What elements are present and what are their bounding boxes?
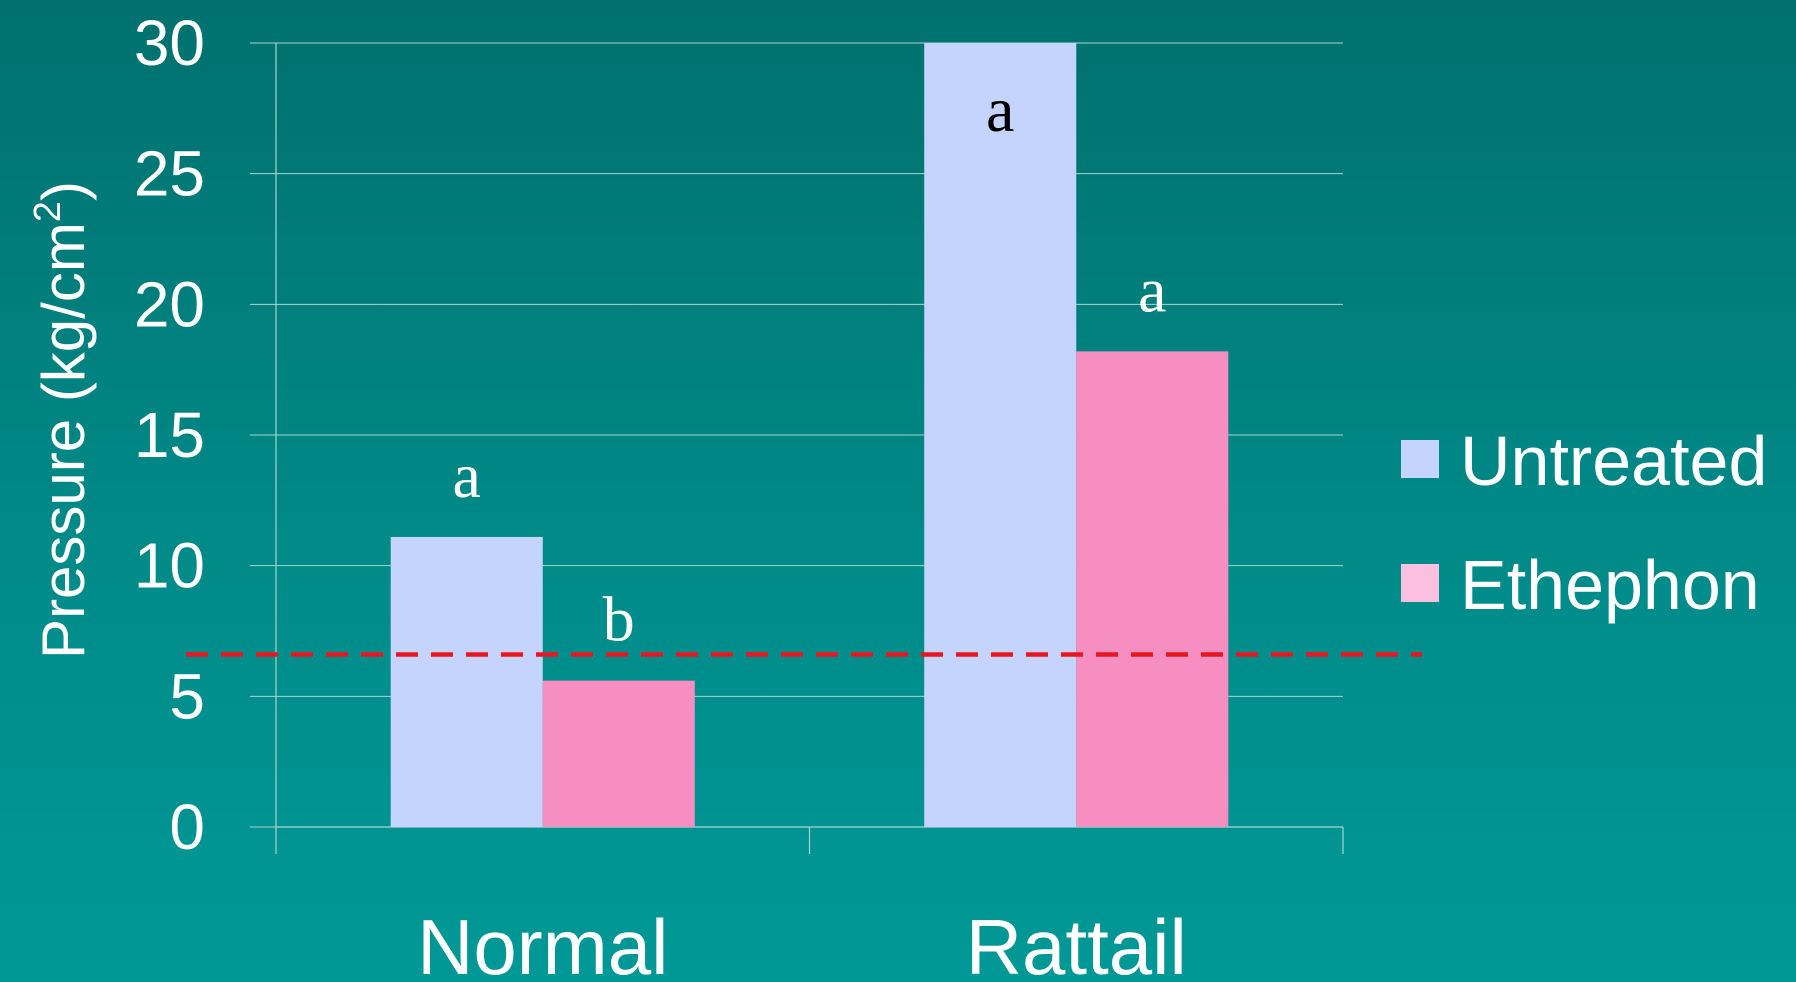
- y-tick-labels: 0 5 10 15 20 25 30: [134, 7, 205, 863]
- category-labels: Normal Rattail: [417, 903, 1187, 982]
- category-label-normal: Normal: [417, 903, 668, 982]
- y-tick-label: 5: [169, 660, 205, 732]
- bar-untreated-rattail: [924, 43, 1077, 827]
- legend-swatch-ethephon: [1401, 564, 1439, 602]
- legend-swatch-untreated: [1401, 440, 1439, 478]
- bar-ethephon-normal: [542, 680, 695, 827]
- bars: [390, 43, 1229, 827]
- y-tick-label: 30: [134, 7, 205, 79]
- bar-untreated-normal: [390, 536, 543, 827]
- legend-label-ethephon: Ethephon: [1460, 546, 1760, 624]
- significance-label: a: [1138, 254, 1166, 325]
- y-axis-label: Pressure (kg/cm2): [27, 181, 97, 659]
- significance-labels: a b a a: [453, 74, 1167, 655]
- significance-label: a: [453, 440, 481, 511]
- bar-ethephon-rattail: [1076, 351, 1229, 827]
- y-tick-label: 15: [134, 399, 205, 471]
- significance-label: a: [986, 74, 1014, 145]
- legend: Untreated Ethephon: [1401, 422, 1767, 624]
- y-tick-label: 25: [134, 138, 205, 210]
- category-label-rattail: Rattail: [966, 903, 1187, 982]
- y-tick-label: 20: [134, 268, 205, 340]
- y-tick-label: 0: [169, 791, 205, 863]
- legend-label-untreated: Untreated: [1460, 422, 1767, 500]
- significance-label: b: [603, 584, 635, 655]
- y-tick-label: 10: [134, 530, 205, 602]
